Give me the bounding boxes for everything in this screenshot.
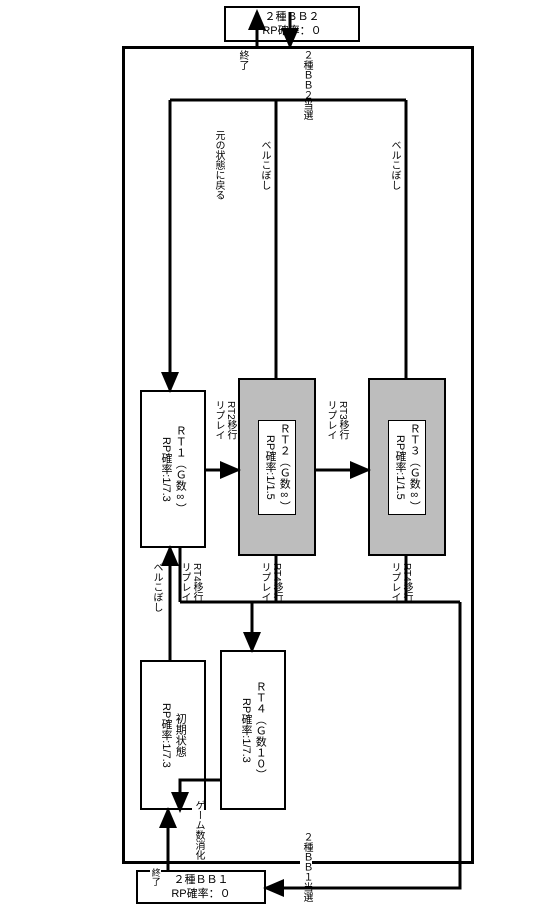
- label-rt2-replay: RT2移行 リプレイ: [212, 400, 236, 440]
- node-init: 初期状態 RP確率:1/7.3: [140, 660, 206, 810]
- node-init-line2: RP確率:1/7.3: [159, 703, 173, 768]
- node-rt1-line2: RP確率:1/7.3: [159, 437, 173, 502]
- label-rt3-replay: RT3移行 リプレイ: [324, 400, 348, 440]
- node-rt4-line2: RP確率:1/7.3: [239, 698, 253, 763]
- node-rt2-line2: RP確率:1/1.5: [263, 435, 277, 500]
- label-bb2-win: ２種ＢＢ２当選: [300, 50, 312, 120]
- node-rt2-inner: ＲＴ２（Ｇ数∞） RP確率:1/1.5: [258, 420, 297, 515]
- node-init-line1: 初期状態: [173, 713, 187, 757]
- label-bell-rt3: ベルこぼし: [388, 140, 400, 190]
- label-bb1-win: ２種ＢＢ１当選: [300, 832, 312, 902]
- node-rt3-line2: RP確率:1/1.5: [393, 435, 407, 500]
- node-bb2-line1: ２種ＢＢ２: [265, 10, 320, 24]
- label-bell-rt2: ベルこぼし: [258, 140, 270, 190]
- node-rt3-line1: ＲＴ３（Ｇ数∞）: [407, 423, 421, 512]
- label-rt4-rt3: RT4移行 リプレイ: [388, 562, 412, 602]
- node-rt3-inner: ＲＴ３（Ｇ数∞） RP確率:1/1.5: [388, 420, 427, 515]
- node-rt4-line1: ＲＴ４（Ｇ数１０）: [253, 681, 267, 780]
- label-games-out: ゲーム数消化: [192, 800, 204, 860]
- node-rt1: ＲＴ１（Ｇ数∞） RP確率:1/7.3: [140, 390, 206, 548]
- label-bell-rt1: ベルこぼし: [150, 562, 162, 612]
- label-rt4-rt2: RT4移行 リプレイ: [258, 562, 282, 602]
- node-rt2-line1: ＲＴ２（Ｇ数∞）: [277, 423, 291, 512]
- node-bb2: ２種ＢＢ２ RP確率：０: [224, 6, 360, 42]
- label-bb2-end: 終了: [236, 50, 248, 70]
- label-bb1-end: 終了: [150, 868, 161, 886]
- label-return-prev: 元の状態に戻る: [212, 130, 224, 200]
- label-rt4-rt1: RT4移行 リプレイ: [178, 562, 202, 602]
- node-rt3: ＲＴ３（Ｇ数∞） RP確率:1/1.5: [368, 378, 446, 556]
- node-rt4: ＲＴ４（Ｇ数１０） RP確率:1/7.3: [220, 650, 286, 810]
- node-rt2: ＲＴ２（Ｇ数∞） RP確率:1/1.5: [238, 378, 316, 556]
- node-bb1-line1: ２種ＢＢ１: [174, 873, 229, 887]
- node-rt1-line1: ＲＴ１（Ｇ数∞）: [173, 425, 187, 514]
- node-bb1-line2: RP確率：０: [171, 887, 230, 901]
- node-bb2-line2: RP確率：０: [262, 24, 321, 38]
